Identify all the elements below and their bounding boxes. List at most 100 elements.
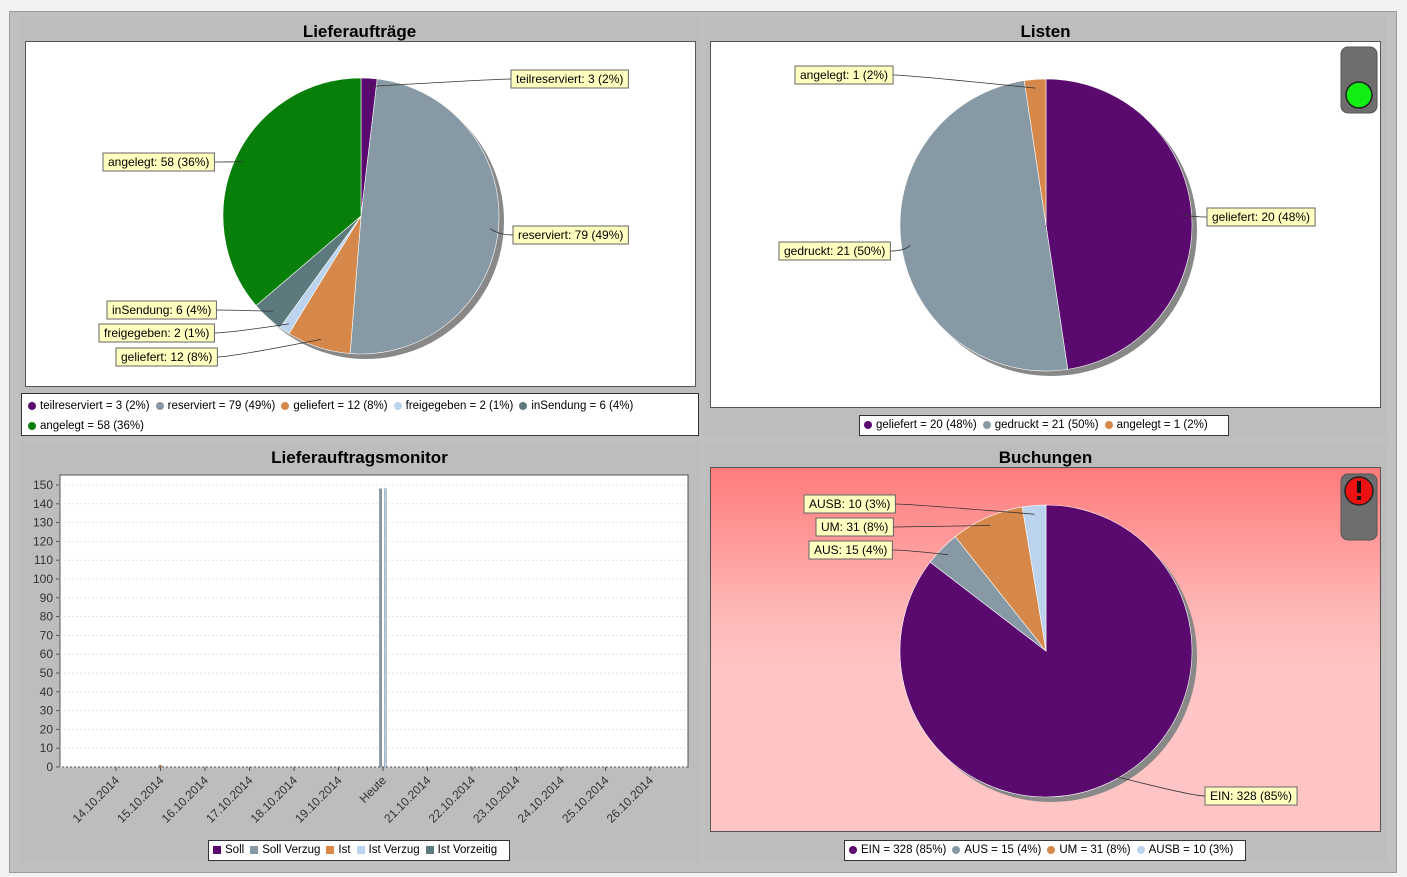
legend-marker	[864, 421, 872, 429]
label-leader-line	[489, 228, 514, 236]
label-leader-line	[895, 503, 1035, 515]
legend-label: EIN = 328 (85%)	[861, 844, 947, 856]
legend-marker	[1047, 846, 1056, 854]
y-tick-label: 0	[46, 760, 53, 774]
status-alert-icon	[1340, 473, 1378, 541]
legend-label: angelegt = 58 (36%)	[40, 420, 144, 432]
pie-slice-angelegt[interactable]	[1023, 78, 1047, 226]
legend-marker	[1136, 846, 1145, 854]
slice-label-AUSB: AUSB: 10 (3%)	[803, 494, 896, 514]
legend-item-angelegt: angelegt = 58 (36%)	[28, 416, 144, 436]
legend-marker	[425, 846, 434, 854]
svg-text:geliefert: 12 (8%): geliefert: 12 (8%)	[121, 350, 212, 364]
slice-label-gedruckt: gedruckt: 21 (50%)	[778, 241, 891, 261]
legend-label: freigegeben = 2 (1%)	[405, 400, 514, 412]
legend-item-freigegeben: freigegeben = 2 (1%)	[393, 396, 514, 416]
legend-item-geliefert: geliefert = 12 (8%)	[281, 396, 388, 416]
legend-label: angelegt = 1 (2%)	[1116, 419, 1208, 431]
pie-plot-area: EIN: 328 (85%) AUS: 15 (4%) UM: 31 (8%) AUS…	[710, 467, 1381, 832]
svg-text:freigegeben: 2 (1%): freigegeben: 2 (1%)	[104, 326, 209, 340]
bar-plot-area	[59, 474, 689, 768]
pie-slice-gedruckt[interactable]	[899, 80, 1069, 372]
pie-chart-listen[interactable]: geliefert: 20 (48%) gedruckt: 21 (50%) ang…	[711, 42, 1381, 408]
pie-chart-lieferauftraege[interactable]: teilreserviert: 3 (2%) reserviert: 79 (49…	[26, 42, 696, 387]
slice-label-EIN: EIN: 328 (85%)	[1204, 786, 1298, 806]
y-tick-label: 150	[33, 478, 53, 492]
pie-plot-area: geliefert: 20 (48%) gedruckt: 21 (50%) ang…	[710, 41, 1381, 408]
x-tick-label: 14.10.2014	[70, 773, 123, 826]
legend-marker	[28, 402, 36, 410]
bar-chart-monitor[interactable]: 0 10 20 30 40 50 60 70 80 90 100 110 120 130 140 150 14.…	[19, 467, 700, 862]
x-tick-label: 24.10.2014	[515, 773, 568, 826]
legend-label: inSendung = 6 (4%)	[531, 400, 634, 412]
legend-marker	[849, 846, 857, 854]
legend-label: geliefert = 20 (48%)	[876, 419, 977, 431]
label-leader-line	[892, 549, 949, 556]
legend-item-ist: Ist	[326, 841, 351, 860]
legend-marker	[982, 421, 991, 429]
legend-item-gedruckt: gedruckt = 21 (50%)	[982, 416, 1099, 435]
pie-chart-buchungen[interactable]: EIN: 328 (85%) AUS: 15 (4%) UM: 31 (8%) AUS…	[711, 468, 1381, 832]
x-tick-label: 19.10.2014	[292, 773, 345, 826]
label-leader-line	[893, 525, 991, 528]
y-tick-label: 50	[40, 666, 54, 680]
legend-marker	[393, 402, 402, 410]
legend-marker	[356, 846, 365, 854]
svg-text:geliefert: 20 (48%): geliefert: 20 (48%)	[1212, 210, 1310, 224]
slice-label-angelegt: angelegt: 1 (2%)	[794, 65, 894, 85]
label-leader-line	[1182, 214, 1208, 218]
svg-text:reserviert: 79 (49%): reserviert: 79 (49%)	[518, 228, 623, 242]
pie-slice-reserviert[interactable]	[349, 78, 500, 355]
legend-item-AUSB: AUSB = 10 (3%)	[1136, 841, 1233, 860]
panel-title: Listen	[1020, 22, 1071, 41]
label-leader-line	[1106, 773, 1206, 797]
legend-marker	[281, 402, 290, 410]
bar-soll-verzug[interactable]	[379, 488, 382, 768]
y-tick-label: 10	[40, 741, 54, 755]
legend-label: gedruckt = 21 (50%)	[994, 419, 1099, 431]
slice-label-AUS: AUS: 15 (4%)	[808, 540, 893, 560]
panel-lieferauftraege: Lieferaufträge teilreserviert: 3 (2%) res…	[19, 16, 700, 438]
svg-text:AUS: 15 (4%): AUS: 15 (4%)	[814, 543, 887, 557]
bar-ist[interactable]	[159, 764, 162, 768]
slice-label-angelegt: angelegt: 58 (36%)	[102, 152, 215, 172]
pie-slice-angelegt[interactable]	[222, 77, 362, 307]
pie-plot-area: teilreserviert: 3 (2%) reserviert: 79 (49…	[25, 41, 696, 387]
legend-item-soll: Soll	[213, 841, 244, 860]
svg-text:angelegt: 1 (2%): angelegt: 1 (2%)	[800, 68, 888, 82]
legend-item-reserviert: reserviert = 79 (49%)	[155, 396, 276, 416]
x-tick-label: Heute	[357, 773, 390, 806]
y-tick-label: 20	[40, 722, 54, 736]
legend-marker	[326, 846, 335, 854]
panel-title: Lieferauftragsmonitor	[271, 448, 448, 467]
panel-lieferauftragsmonitor: Lieferauftragsmonitor 0 10 20 30 40 50 60 70 80 9…	[19, 442, 700, 862]
svg-text:gedruckt: 21 (50%): gedruckt: 21 (50%)	[784, 244, 885, 258]
legend-label: teilreserviert = 3 (2%)	[40, 400, 150, 412]
legend-marker	[250, 846, 259, 854]
y-tick-label: 140	[33, 497, 53, 511]
legend-item-AUS: AUS = 15 (4%)	[952, 841, 1041, 860]
legend-label: Soll	[225, 844, 245, 856]
x-tick-label: 25.10.2014	[559, 773, 612, 826]
legend-label: Ist	[338, 844, 351, 856]
legend-label: UM = 31 (8%)	[1059, 844, 1131, 856]
bar-ist-verzug[interactable]	[384, 488, 387, 768]
legend-item-geliefert: geliefert = 20 (48%)	[864, 416, 977, 435]
status-light-green-icon	[1340, 46, 1378, 114]
panel-buchungen: Buchungen EIN: 328 (85%) AUS: 15 (4%) UM: …	[705, 442, 1386, 862]
svg-text:teilreserviert: 3 (2%): teilreserviert: 3 (2%)	[516, 72, 623, 86]
y-tick-label: 60	[40, 647, 54, 661]
y-tick-label: 40	[40, 685, 54, 699]
legend-label: reserviert = 79 (49%)	[167, 400, 276, 412]
pie-slice-AUSB[interactable]	[1021, 504, 1047, 652]
legend-item-angelegt: angelegt = 1 (2%)	[1104, 416, 1208, 435]
slice-label-UM: UM: 31 (8%)	[815, 517, 894, 537]
slice-label-geliefert: geliefert: 12 (8%)	[115, 347, 218, 367]
pie-slice-geliefert[interactable]	[1045, 78, 1193, 370]
panel-title: Buchungen	[998, 448, 1093, 467]
y-tick-label: 130	[33, 516, 53, 530]
legend-label: geliefert = 12 (8%)	[293, 400, 388, 412]
legend-item-inSendung: inSendung = 6 (4%)	[519, 396, 633, 416]
legend-marker	[952, 846, 961, 854]
panel-listen: Listen geliefert: 20 (48%) gedruckt: 21 (…	[705, 16, 1386, 438]
